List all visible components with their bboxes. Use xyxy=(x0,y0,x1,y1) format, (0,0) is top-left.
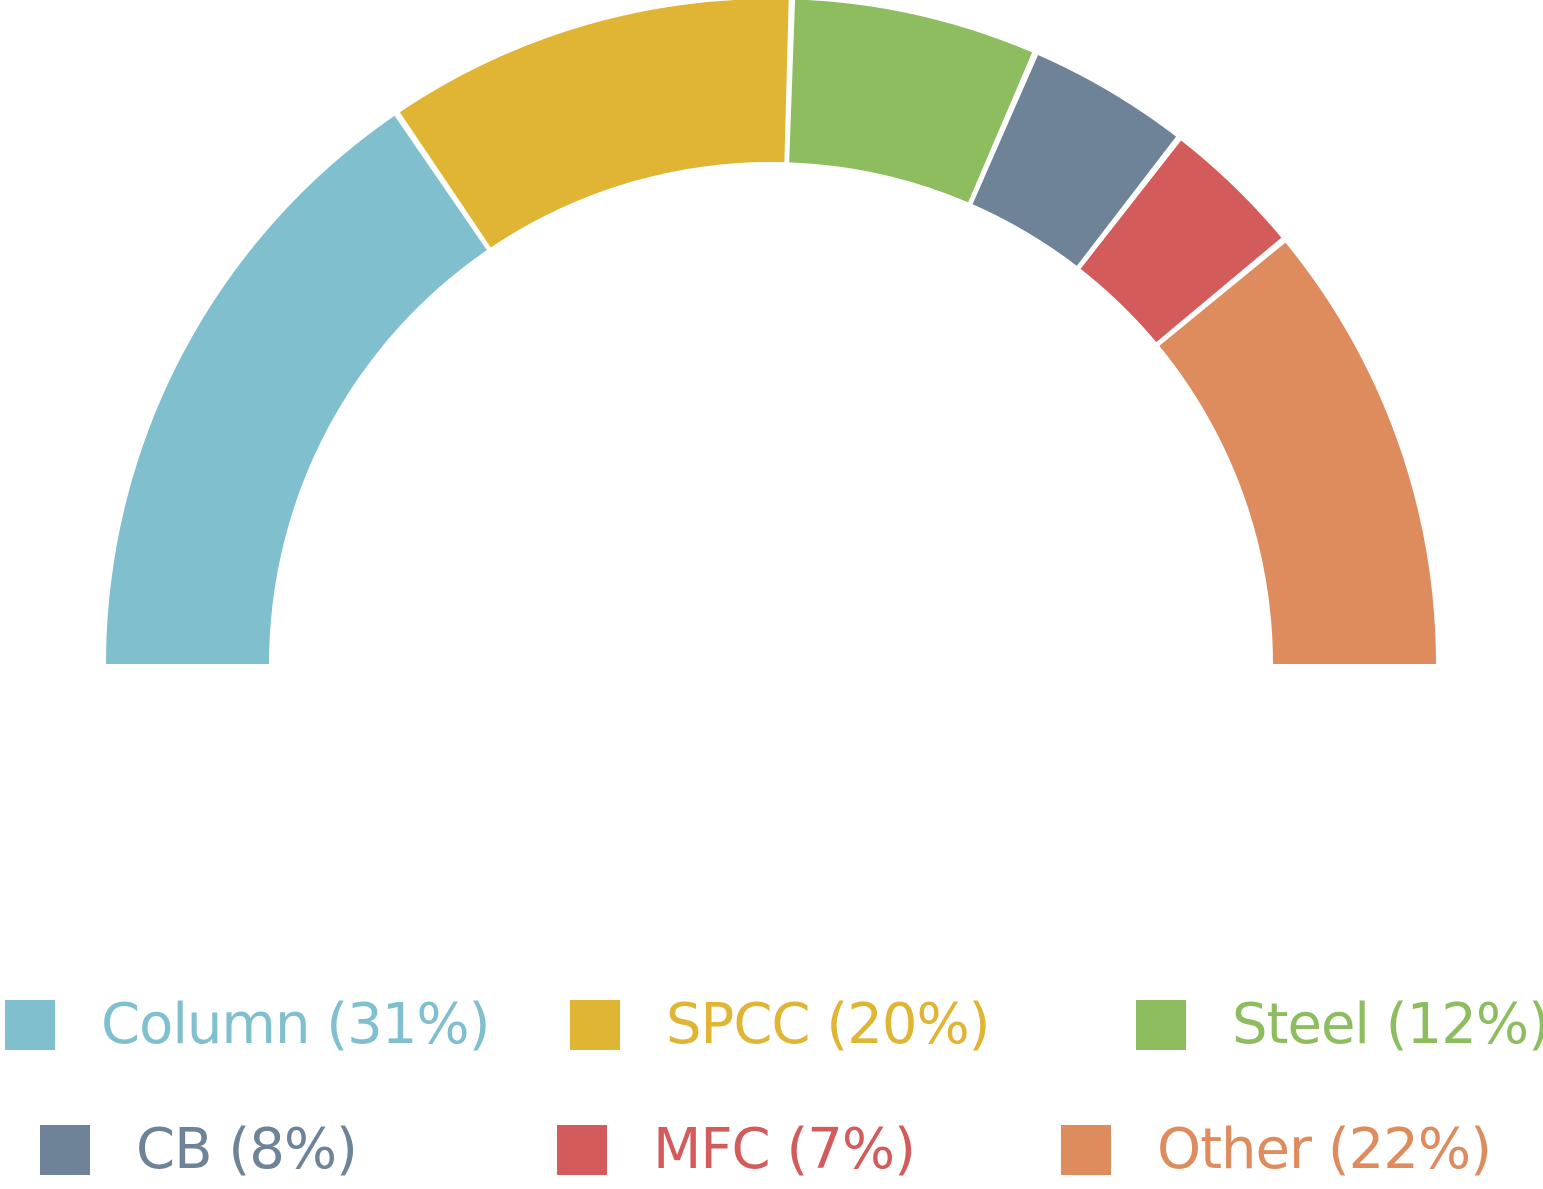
legend-item-steel: Steel (12%) xyxy=(1136,995,1543,1055)
legend-label-mfc: MFC (7%) xyxy=(653,1117,916,1182)
legend-item-mfc: MFC (7%) xyxy=(557,1117,916,1182)
legend-swatch-steel xyxy=(1136,1000,1186,1050)
legend-percent-mfc: (7%) xyxy=(786,1117,916,1182)
legend-label-steel: Steel (12%) xyxy=(1232,995,1543,1055)
legend-swatch-other xyxy=(1061,1125,1111,1175)
legend-name-column: Column xyxy=(101,992,310,1057)
slice-cb xyxy=(972,54,1177,266)
half-donut-chart xyxy=(106,0,1436,665)
legend-item-other: Other (22%) xyxy=(1061,1117,1492,1182)
legend-name-spcc: SPCC xyxy=(666,992,811,1057)
legend-label-column: Column (31%) xyxy=(101,992,490,1057)
legend-name-mfc: MFC xyxy=(653,1117,771,1182)
legend-item-cb: CB (8%) xyxy=(40,1117,358,1182)
legend-label-spcc: SPCC (20%) xyxy=(666,992,991,1057)
legend-percent-spcc: (20%) xyxy=(826,992,990,1057)
legend-percent-other: (22%) xyxy=(1327,1117,1492,1182)
legend-label-other: Other (22%) xyxy=(1157,1117,1492,1182)
slice-mfc xyxy=(1080,140,1282,343)
legend-name-other: Other xyxy=(1157,1117,1312,1182)
legend-swatch-cb xyxy=(40,1125,90,1175)
legend-name-steel: Steel xyxy=(1232,992,1370,1057)
legend-percent-cb: (8%) xyxy=(228,1117,358,1182)
slice-other xyxy=(1159,242,1436,665)
legend-name-cb: CB xyxy=(136,1117,213,1182)
slice-column xyxy=(106,115,487,664)
legend-swatch-spcc xyxy=(570,1000,620,1050)
legend-item-spcc: SPCC (20%) xyxy=(570,992,991,1057)
legend-item-column: Column (31%) xyxy=(5,992,490,1057)
legend-swatch-column xyxy=(5,1000,55,1050)
legend-label-cb: CB (8%) xyxy=(136,1117,358,1182)
slice-spcc xyxy=(399,0,789,248)
legend-swatch-mfc xyxy=(557,1125,607,1175)
legend-percent-column: (31%) xyxy=(326,992,490,1057)
legend-percent-steel: (12%) xyxy=(1385,992,1543,1057)
slice-steel xyxy=(789,0,1033,203)
legend: Column (31%) SPCC (20%) Steel (12%) CB (… xyxy=(0,990,1543,1189)
